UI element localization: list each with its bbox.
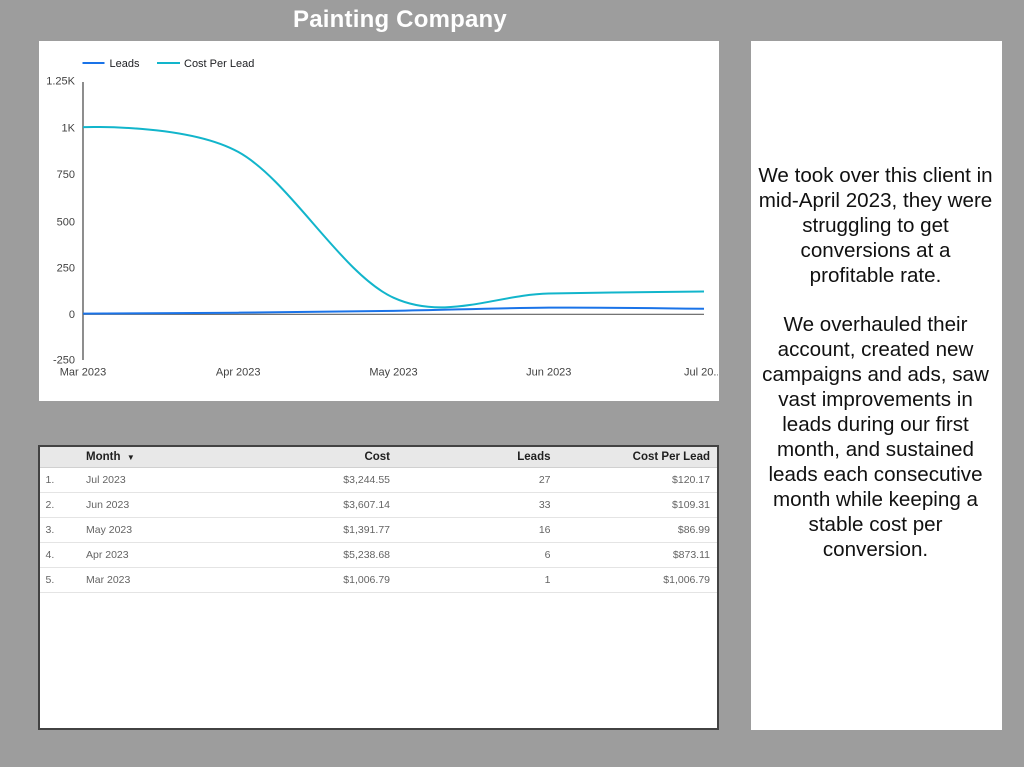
svg-text:Apr 2023: Apr 2023	[216, 367, 261, 379]
svg-text:Jun 2023: Jun 2023	[526, 367, 571, 379]
svg-text:Cost Per Lead: Cost Per Lead	[184, 58, 254, 70]
svg-text:Jul 20..: Jul 20..	[684, 367, 718, 379]
svg-text:500: 500	[57, 217, 75, 229]
svg-text:-250: -250	[53, 355, 75, 367]
svg-text:Mar 2023: Mar 2023	[60, 367, 106, 379]
svg-text:May 2023: May 2023	[369, 367, 417, 379]
svg-text:0: 0	[69, 309, 75, 321]
svg-text:250: 250	[57, 263, 75, 275]
svg-text:750: 750	[57, 169, 75, 181]
svg-text:1K: 1K	[62, 123, 76, 135]
svg-text:1.25K: 1.25K	[46, 76, 75, 88]
svg-text:Leads: Leads	[110, 58, 140, 70]
